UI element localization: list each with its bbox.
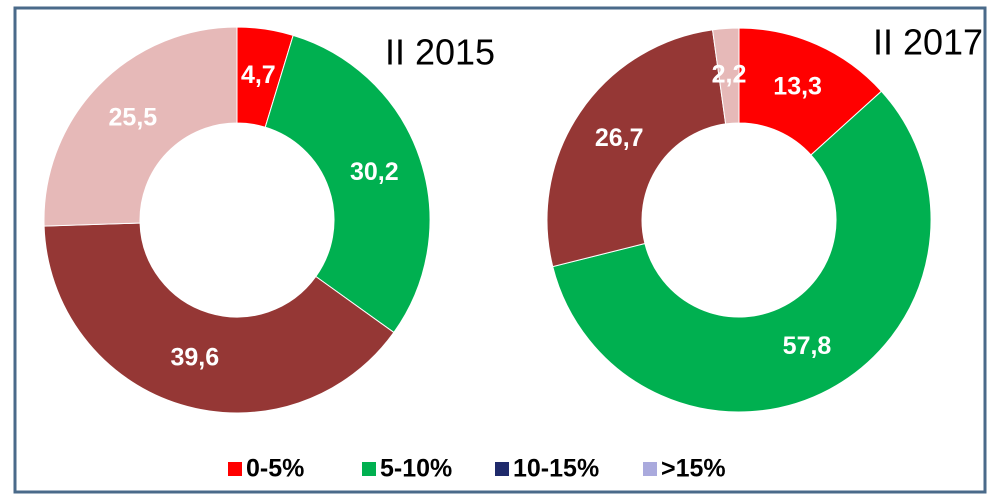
data-label: 57,8 (783, 332, 832, 360)
donut-slice (43, 26, 238, 227)
legend-swatch (495, 462, 509, 476)
donut-slice (546, 29, 727, 268)
data-label: 30,2 (350, 158, 399, 186)
data-label: 4,7 (241, 61, 276, 89)
legend-label: 0-5% (246, 455, 304, 483)
legend-label: 10-15% (513, 455, 599, 483)
data-label: 13,3 (773, 73, 822, 101)
chart-title: II 2017 (873, 22, 983, 63)
legend-swatch (228, 462, 242, 476)
legend-label: >15% (661, 455, 726, 483)
data-label: 25,5 (109, 104, 158, 132)
chart-title: II 2015 (385, 32, 495, 73)
data-label: 39,6 (170, 343, 219, 371)
legend-label: 5-10% (380, 455, 452, 483)
data-label: 26,7 (595, 124, 644, 152)
legend-swatch (643, 462, 657, 476)
donut-slice (711, 27, 740, 125)
data-label: 2,2 (712, 60, 747, 88)
legend-swatch (362, 462, 376, 476)
donut-slice (264, 34, 431, 334)
donut-slice (552, 90, 932, 413)
donut-slice (43, 222, 395, 414)
